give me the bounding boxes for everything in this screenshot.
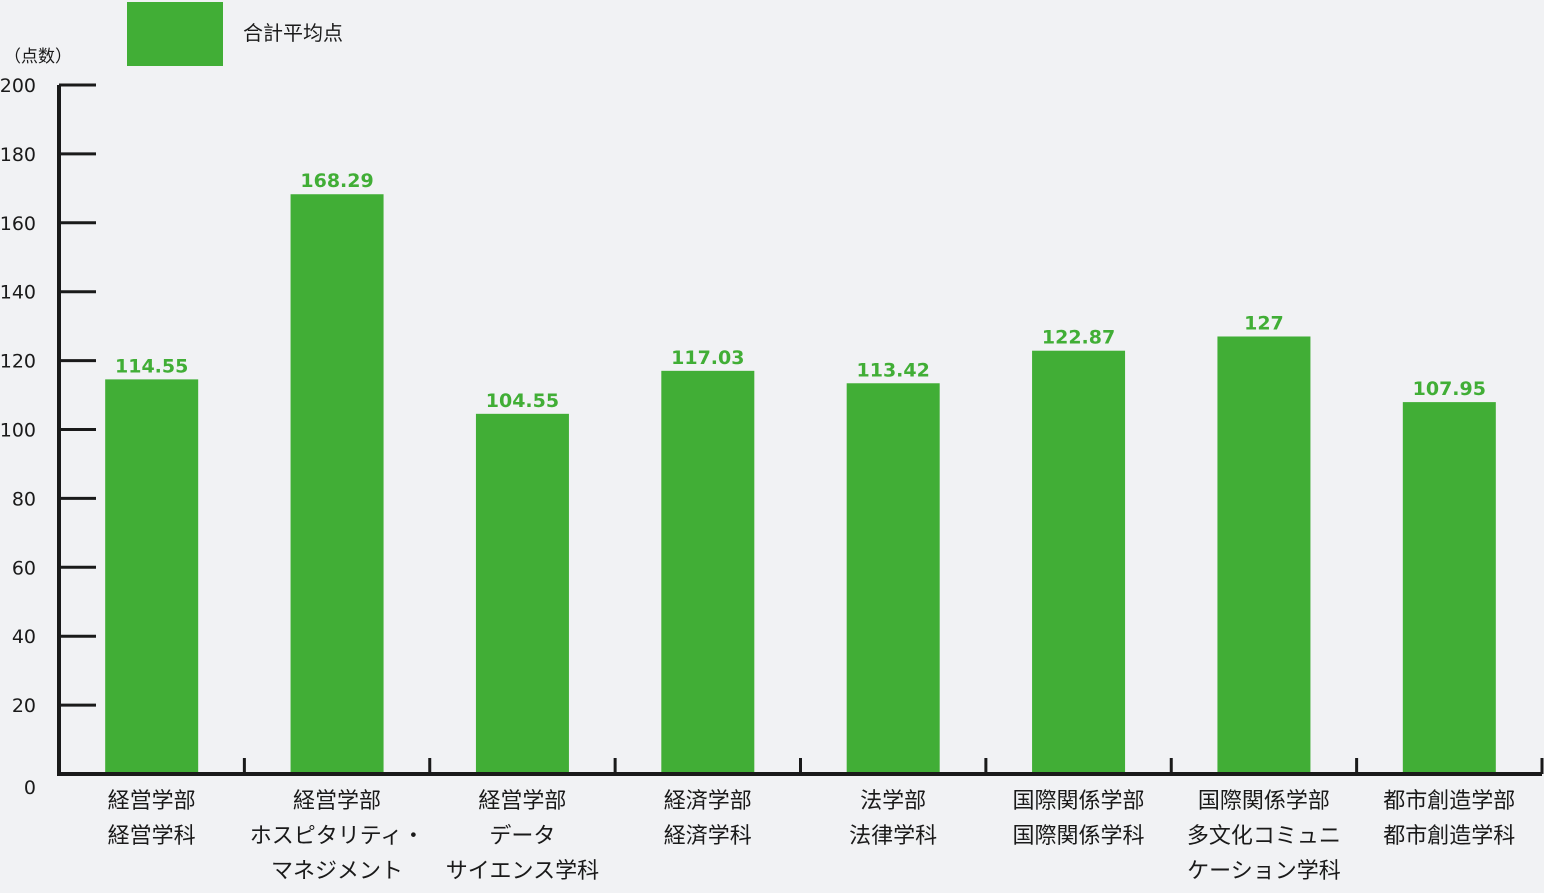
x-category-label: 都市創造学部都市創造学科 — [1383, 789, 1515, 849]
bar-value-label: 127 — [1244, 312, 1284, 334]
bar-value-label: 168.29 — [300, 170, 373, 192]
bar-value-label: 107.95 — [1413, 378, 1486, 400]
bar-value-label: 117.03 — [671, 347, 744, 369]
y-tick-label: 180 — [0, 144, 36, 166]
x-category-label: 経済学部経済学科 — [664, 789, 752, 849]
bar — [105, 379, 199, 774]
bar-value-label: 122.87 — [1042, 327, 1115, 349]
bar — [290, 194, 384, 774]
x-category-label: 国際関係学部国際関係学科 — [1013, 789, 1145, 849]
bar — [661, 370, 755, 774]
x-category-label: 経営学部経営学科 — [108, 789, 196, 849]
bar — [846, 383, 940, 774]
legend-label: 合計平均点 — [243, 21, 343, 45]
y-tick-label: 0 — [24, 777, 36, 799]
bar-value-label: 113.42 — [857, 359, 930, 381]
x-category-label: 法学部法律学科 — [849, 789, 937, 849]
y-axis-unit-label: （点数） — [4, 47, 72, 67]
y-tick-label: 120 — [0, 351, 36, 373]
bars-group: 114.55 168.29 104.55 117.03 113.42 122.87 127 1… — [105, 170, 1496, 774]
bar — [1032, 350, 1126, 774]
y-tick-label: 200 — [0, 75, 36, 97]
x-category-label: 国際関係学部多文化コミュニケーション学科 — [1187, 789, 1341, 884]
bar — [1217, 336, 1311, 774]
y-tick-label: 60 — [12, 557, 36, 579]
y-axis: 0 20 40 60 80 100 120 140 160 180 200 — [0, 75, 96, 799]
y-tick-label: 40 — [12, 626, 36, 648]
bar-value-label: 104.55 — [486, 390, 559, 412]
x-category-label: 経営学部ホスピタリティ・マネジメント — [250, 789, 425, 884]
y-tick-label: 140 — [0, 282, 36, 304]
y-tick-label: 80 — [12, 488, 36, 510]
y-tick-label: 100 — [0, 420, 36, 442]
bar-value-label: 114.55 — [115, 355, 188, 377]
x-category-label: 経営学部データサイエンス学科 — [446, 789, 599, 884]
y-tick-label: 160 — [0, 213, 36, 235]
x-axis: 経営学部経営学科経営学部ホスピタリティ・マネジメント経営学部データサイエンス学科… — [57, 758, 1544, 884]
bar — [1402, 402, 1496, 774]
legend-swatch — [127, 2, 223, 66]
bar — [475, 413, 569, 774]
y-tick-label: 20 — [12, 695, 36, 717]
